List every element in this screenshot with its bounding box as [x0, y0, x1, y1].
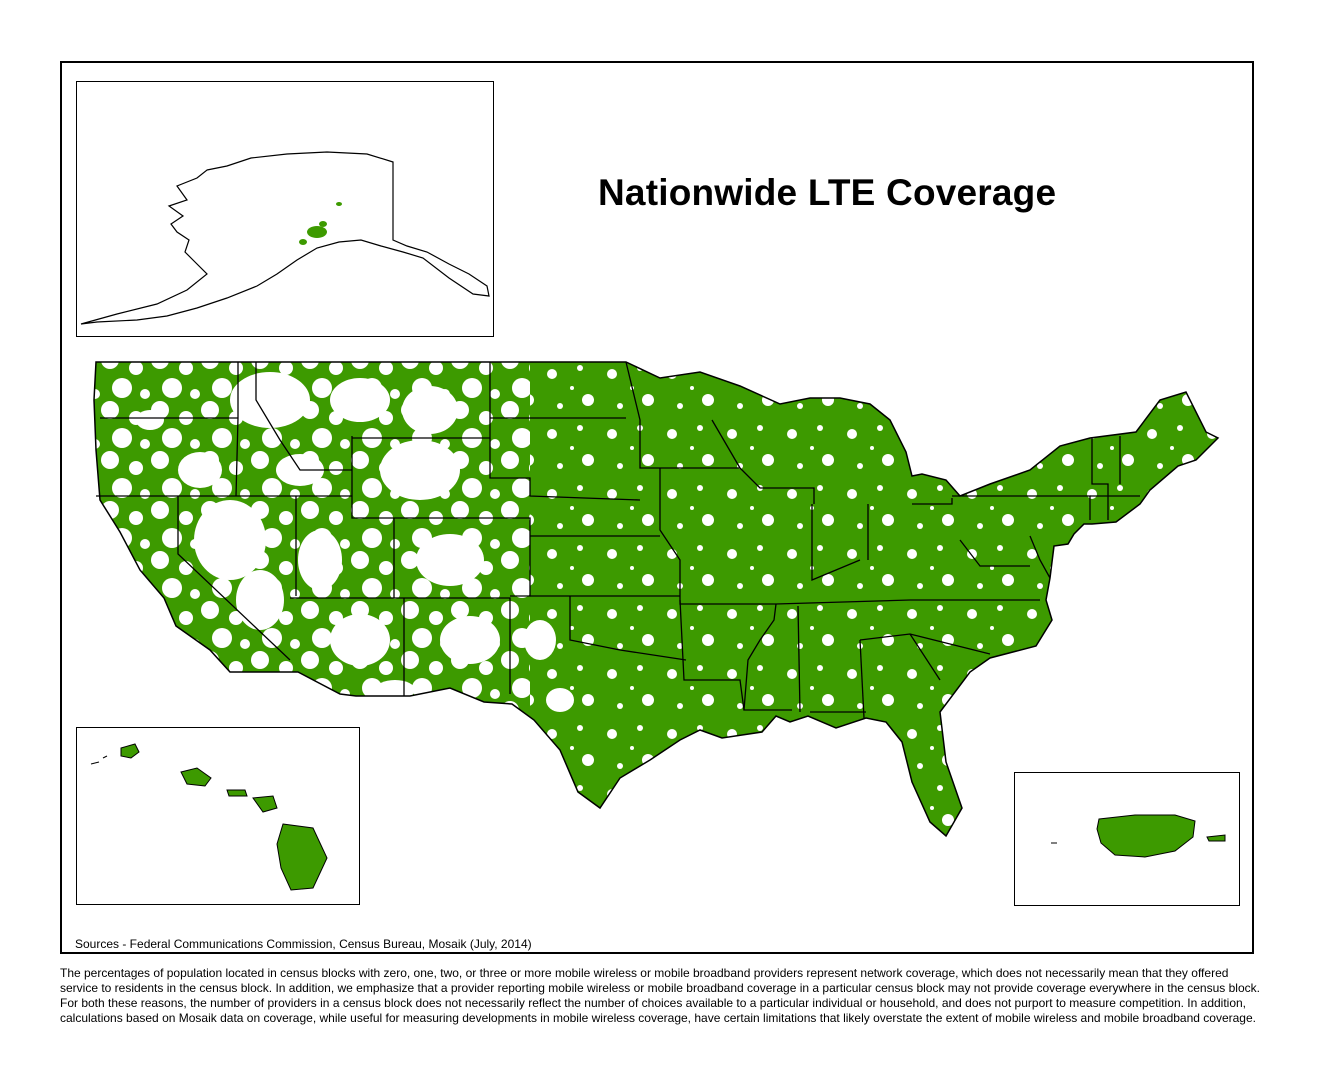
- sources-note: Sources - Federal Communications Commiss…: [75, 937, 532, 951]
- hawaiian-islands: [120, 743, 328, 891]
- alaska-coverage: [299, 202, 342, 245]
- hawaii-map: [90, 743, 328, 891]
- puerto-rico-inset: [1014, 772, 1240, 906]
- alaska-inset: [76, 81, 494, 337]
- kauai-island: [120, 743, 140, 759]
- map-title: Nationwide LTE Coverage: [598, 172, 1057, 213]
- big-island: [276, 823, 328, 891]
- maui-island: [252, 795, 278, 813]
- puerto-rico-island: [1096, 814, 1196, 858]
- molokai-island: [226, 789, 248, 797]
- oahu-island: [180, 767, 212, 787]
- state-borders: [96, 361, 1140, 719]
- no-coverage-areas: [136, 372, 574, 712]
- alaska-map: [80, 151, 490, 325]
- hawaii-inset: [76, 727, 360, 905]
- us-outline: [93, 361, 1220, 838]
- puerto-rico-map: [1051, 814, 1226, 858]
- alaska-outline: [80, 151, 490, 325]
- disclaimer-text: The percentages of population located in…: [60, 966, 1260, 1025]
- map-frame: [60, 61, 1254, 954]
- vieques-island: [1206, 834, 1226, 842]
